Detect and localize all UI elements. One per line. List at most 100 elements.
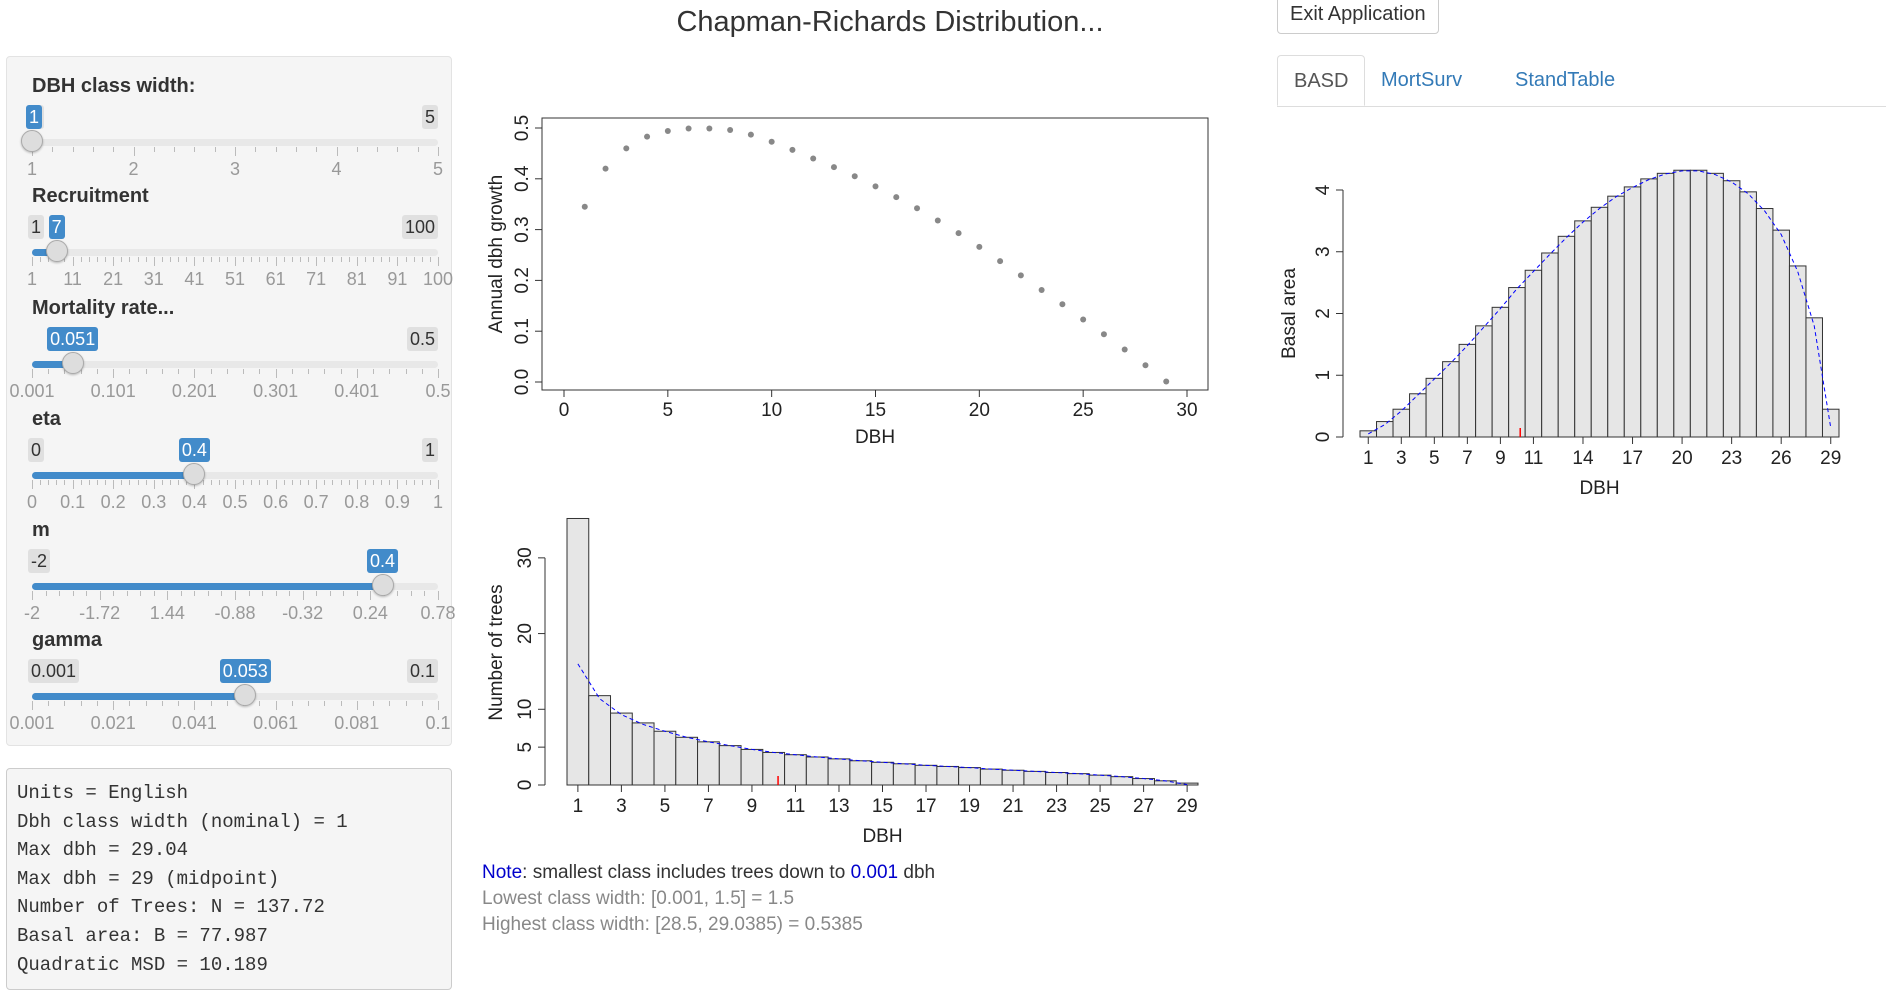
lowest-class-width: Lowest class width: [0.001, 1.5] = 1.5 <box>482 888 795 909</box>
slider-track[interactable] <box>32 249 438 256</box>
slider-fill <box>32 472 195 479</box>
x-tick-label: 3 <box>1396 448 1407 469</box>
tab-basd[interactable]: BASD <box>1277 55 1366 106</box>
m-slider[interactable]: m -2 -1.72 1.44 -0.88 -0.32 0.24 0.78 -2 0.4 <box>24 519 456 623</box>
slider-tick <box>340 701 342 706</box>
note-value: 0.001 <box>850 862 899 883</box>
slider-tick <box>291 701 293 706</box>
slider-tick <box>32 701 33 710</box>
stats-line: Units = English <box>17 782 189 804</box>
slider-tick <box>364 480 366 485</box>
tab-mortsurv[interactable]: MortSurv <box>1381 69 1463 91</box>
data-point <box>872 183 879 190</box>
x-tick-label: 5 <box>1429 448 1440 469</box>
slider-tick <box>421 369 423 374</box>
slider-tick-label: 0.1 <box>60 492 86 512</box>
x-tick-label: 11 <box>786 796 806 817</box>
histogram-bar <box>1392 408 1411 438</box>
slider-handle[interactable] <box>61 352 84 374</box>
slider-tick <box>56 480 58 485</box>
slider-ticks <box>32 369 439 379</box>
slider-tick-label: -1.72 <box>79 603 121 623</box>
slider-value-label: 0.4 <box>366 549 399 573</box>
data-point <box>1017 272 1024 279</box>
histogram-bar <box>1475 325 1493 438</box>
histogram-bar <box>1640 178 1658 438</box>
slider-tick-label: -0.32 <box>282 603 324 623</box>
histogram-bar <box>1623 186 1642 438</box>
slider-tick-label: 0.7 <box>303 492 329 512</box>
slider-tick-label: 91 <box>387 269 408 289</box>
slider-handle[interactable] <box>234 684 257 706</box>
x-tick-label: 14 <box>1572 448 1594 469</box>
slider-tick <box>356 591 358 596</box>
slider-tick <box>210 369 212 374</box>
histogram-bar <box>762 751 786 786</box>
x-tick-label: 25 <box>1073 400 1094 421</box>
tab-standtable[interactable]: StandTable <box>1515 69 1616 91</box>
slider-tick-label: 0.2 <box>100 492 126 512</box>
slider-tick <box>255 147 257 152</box>
slider-tick-label: 0.201 <box>171 381 217 401</box>
exit-application-button[interactable]: Exit Application <box>1277 0 1439 34</box>
histogram-bar <box>588 695 612 786</box>
dbh-class-width-slider[interactable]: DBH class width:12345151 <box>21 75 443 179</box>
slider-tick <box>45 591 47 596</box>
slider-value-label: 0.051 <box>47 327 99 351</box>
slider-tick <box>113 480 115 489</box>
histogram-bar <box>936 765 960 786</box>
histogram-bar <box>805 756 829 786</box>
slider-track[interactable] <box>32 361 438 368</box>
slider-tick <box>259 369 261 374</box>
y-axis-label: Basal area <box>1279 268 1300 359</box>
slider-tick-label: 61 <box>265 269 286 289</box>
slider-tick-label: -0.88 <box>214 603 256 623</box>
slider-track[interactable] <box>32 472 438 479</box>
histogram-bar <box>1001 769 1025 786</box>
eta-slider[interactable]: eta 0 0.1 0.2 0.3 0.4 0.5 0.6 0.7 0.8 0.9 1 0 1 0.4 <box>26 408 443 512</box>
slider-fill <box>32 693 246 700</box>
slider-track[interactable] <box>32 139 438 146</box>
data-point <box>955 230 962 237</box>
slider-tick <box>377 147 379 152</box>
slider-tick <box>32 257 33 266</box>
slider-tick-label: 51 <box>224 269 246 289</box>
slider-tick <box>86 591 88 596</box>
histogram-bar <box>1066 773 1090 786</box>
histogram-bar <box>1722 180 1741 438</box>
slider-value-label: 7 <box>48 215 65 239</box>
y-axis-label: Annual dbh growth <box>486 175 507 333</box>
histogram-bar <box>1706 172 1724 438</box>
slider-tick <box>221 591 223 596</box>
gamma-slider[interactable]: gamma 0.001 0.021 0.041 0.061 0.081 0.1 0.001 0.… <box>9 629 450 733</box>
slider-tick <box>96 701 98 706</box>
stats-line: Number of Trees: N = 137.72 <box>17 896 325 919</box>
slider-tick <box>137 480 139 485</box>
slider-tick <box>405 369 407 374</box>
data-point <box>1100 331 1107 338</box>
slider-tick <box>373 369 375 374</box>
histogram-bar <box>1023 770 1047 786</box>
slider-tick <box>324 701 326 706</box>
histogram-bar <box>784 754 807 786</box>
slider-handle[interactable] <box>371 574 394 596</box>
slider-tick <box>421 257 423 262</box>
y-tick-label: 0.3 <box>512 216 533 242</box>
slider-max-label: 0.1 <box>406 659 438 683</box>
slider-tick <box>438 147 439 156</box>
x-tick-label: 21 <box>1002 796 1023 817</box>
slider-tick <box>438 480 439 489</box>
growth-scatter-chart: 0 5 10 15 20 25 30 0.0 0.1 0.2 0.3 0.4 0.5 DBH Annual … <box>486 115 1209 448</box>
data-point <box>1142 362 1149 369</box>
recruitment-slider[interactable]: Recruitment 1 11 21 31 41 51 61 71 81 91 100 1 100 7 <box>26 185 453 289</box>
slider-tick <box>316 591 318 596</box>
histogram-bar <box>1442 361 1460 438</box>
mortality-rate-slider[interactable]: Mortality rate... 0.001 0.101 0.201 0.301 0.4… <box>9 297 450 401</box>
data-point <box>644 133 651 140</box>
slider-handle[interactable] <box>21 130 43 152</box>
slider-handle[interactable] <box>45 240 68 262</box>
slider-handle[interactable] <box>183 463 206 485</box>
slider-tick <box>178 369 180 374</box>
slider-tick <box>210 701 212 706</box>
